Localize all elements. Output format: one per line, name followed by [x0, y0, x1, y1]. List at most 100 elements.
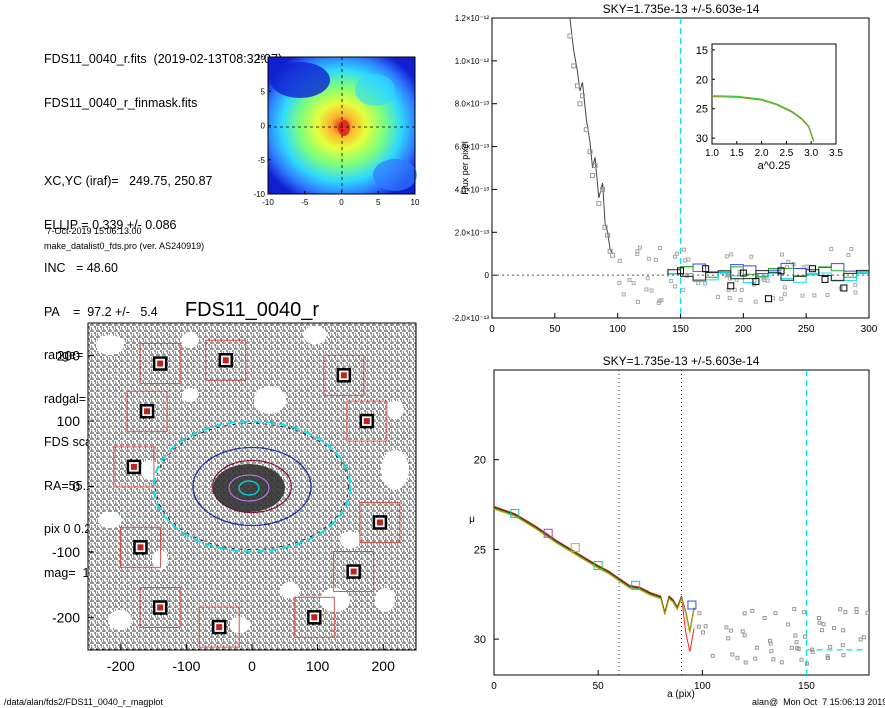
mask-box-outer [119, 526, 161, 568]
sb-sky-point [841, 628, 846, 633]
galaxy-ytick-label: 200 [57, 348, 81, 364]
inset-xtick-label: 2.0 [755, 148, 769, 159]
mask-blobs [96, 326, 409, 633]
flux-ytick-label: 1.0×10⁻¹² [455, 57, 490, 66]
inset-profile-line [712, 95, 815, 142]
sb-title: SKY=1.735e-13 +/-5.603e-14 [603, 354, 760, 368]
mask-box-outer [198, 606, 240, 648]
isophote-mid [228, 474, 270, 502]
inset-profile-line-2 [712, 96, 814, 143]
heatmap-xtick-label: 10 [411, 198, 420, 207]
sb-sky-point [779, 660, 784, 665]
sb-sky-point [799, 657, 804, 662]
sky-point [729, 252, 734, 257]
sb-box-marker [570, 543, 580, 553]
sky-point [658, 246, 663, 251]
sb-sky-point [789, 645, 794, 650]
heatmap-ytick-label: 0 [261, 122, 266, 131]
mask-box-core [216, 624, 223, 631]
sb-sky-point [796, 646, 801, 651]
sky-point [724, 254, 729, 259]
sky-point [703, 281, 708, 286]
mask-box-core [157, 360, 164, 367]
sb-sky-point [767, 638, 772, 643]
flux-profile-point [605, 232, 611, 238]
sky-point [727, 295, 732, 300]
flux-ytick-label: 0 [485, 271, 490, 280]
sky-point [644, 287, 649, 292]
flux-profile-point [602, 224, 608, 230]
flux-profile-point [583, 127, 589, 133]
sky-point [631, 281, 636, 286]
mask-box-core [222, 357, 229, 364]
sb-xtick-label: 150 [798, 681, 815, 692]
sb-sky-point [820, 628, 825, 633]
isophote-inner [238, 480, 260, 496]
flux-profile-point [610, 252, 616, 258]
sky-point [682, 258, 687, 263]
sky-point [724, 273, 729, 278]
date-stamp: 7-Oct-2019 15:06:13.00 [44, 226, 142, 236]
sb-sky-point [828, 644, 833, 649]
inset-xtick-label: 3.5 [829, 148, 843, 159]
inset-xtick-label: 1.0 [705, 148, 719, 159]
flux-xtick-label: 0 [489, 324, 495, 335]
sb-sky-point [793, 633, 798, 638]
sky-point [849, 246, 854, 251]
mask-box-outer [333, 551, 375, 593]
sky-flux-ylabel: Flux per pixel [460, 141, 470, 195]
isophote-ellipse-dashed [155, 422, 349, 551]
sb-ytick-label: 20 [474, 455, 486, 467]
sb-sky-point [810, 647, 815, 652]
heatmap-core [338, 120, 350, 136]
sb-box-marker [687, 600, 697, 610]
sky-box-marker [727, 282, 735, 290]
sky-box-marker [840, 284, 848, 292]
inset-ytick-label: 20 [696, 74, 708, 86]
sb-sky-point [810, 649, 815, 654]
inset-xtick-label: 2.5 [779, 148, 793, 159]
info-line: ELLIP = 0.339 +/- 0.086 [44, 217, 177, 232]
sb-sky-point [794, 640, 799, 645]
galaxy-xtick-label: 200 [372, 658, 396, 674]
galaxy-xtick-label: -200 [107, 658, 135, 674]
sb-box-marker [510, 509, 520, 519]
inset-xlabel: a^0.25 [758, 160, 791, 172]
sky-point [779, 252, 784, 257]
sb-sky-point [801, 610, 806, 615]
sb-sky-point [817, 620, 822, 625]
sky-point [669, 279, 674, 284]
flux-profile-point [579, 93, 585, 99]
sky-point [672, 284, 677, 289]
sky-point [782, 285, 787, 290]
inset-xtick-label: 3.0 [804, 148, 818, 159]
sky-point [675, 251, 680, 256]
flux-profile-point [571, 63, 577, 69]
sb-ytick-label: 30 [474, 634, 486, 646]
sky-point [716, 294, 721, 299]
sky-point [829, 247, 834, 252]
sb-sky-point [854, 609, 859, 614]
sb-box-marker [631, 580, 641, 590]
mask-box-core [340, 372, 347, 379]
sky-box-marker [808, 265, 816, 273]
galaxy-core [213, 464, 285, 512]
sb-ytick-label: 25 [474, 544, 486, 556]
sb-sky-point [821, 622, 826, 627]
sky-point [739, 287, 744, 292]
info-line: INC = 48.60 [44, 261, 118, 275]
sb-sky-point [726, 636, 731, 641]
flux-ytick-label: 6.0×10⁻¹³ [455, 143, 490, 152]
flux-xtick-label: 100 [609, 324, 626, 335]
isophote-ellipse [152, 420, 352, 553]
galaxy-ytick-label: 100 [57, 413, 81, 429]
sb-sky-point [805, 661, 810, 666]
mask-box-core [363, 418, 370, 425]
sb-sky-point [742, 633, 747, 638]
sky-point [637, 245, 642, 250]
heatmap-ytick-label: -5 [258, 156, 266, 165]
heatmap-blob [270, 62, 330, 98]
sky-point [812, 293, 817, 298]
heatmap-xtick-label: -10 [262, 198, 274, 207]
